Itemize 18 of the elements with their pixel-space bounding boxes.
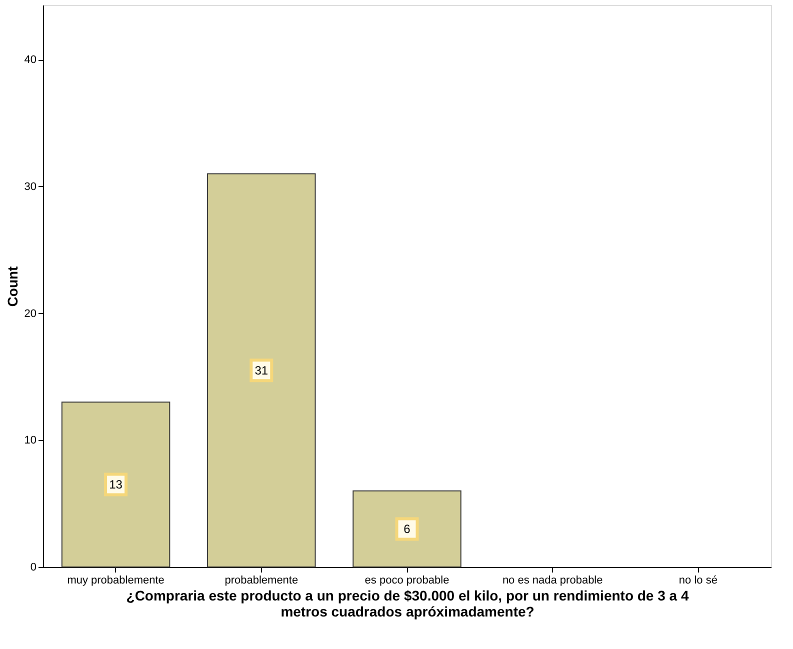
x-tick-label: no es nada probable	[502, 574, 603, 586]
x-tick-label: no lo sé	[678, 574, 718, 586]
x-tick-label: probablemente	[224, 574, 298, 586]
x-tick-label: es poco probable	[364, 574, 450, 586]
y-tick-label: 40	[24, 54, 36, 66]
bar	[207, 173, 316, 568]
y-tick-label: 20	[24, 308, 36, 320]
y-tick-label: 30	[24, 180, 36, 193]
bar	[61, 402, 170, 568]
y-tick-label: 10	[24, 434, 36, 447]
data-label: 6	[404, 522, 411, 536]
y-tick-label: 0	[30, 562, 36, 574]
x-tick-label: muy probablemente	[67, 574, 164, 586]
data-label: 13	[109, 478, 123, 492]
y-axis-title: Count	[4, 266, 20, 307]
bar	[352, 490, 462, 568]
x-axis-title: ¿Compraria este producto a un precio de $30.000 el kilo, por un rendimiento de 3 a 4 metros cuadrados apróximadamente?	[126, 588, 689, 620]
data-label: 31	[254, 363, 268, 378]
